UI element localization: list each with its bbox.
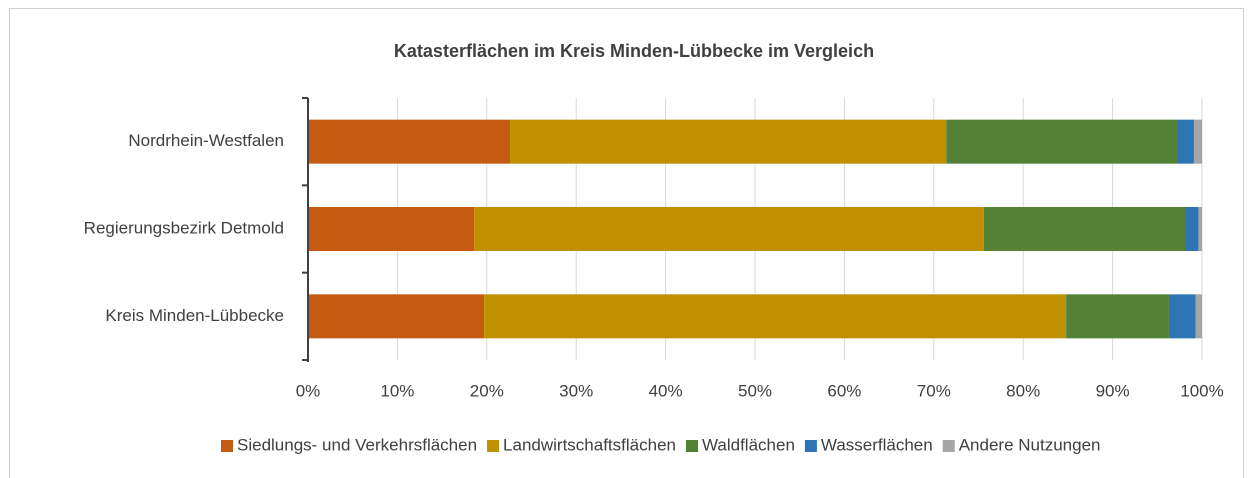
bar-segment: [983, 207, 1186, 251]
y-tick-label: Regierungsbezirk Detmold: [84, 218, 284, 237]
chart-title: Katasterflächen im Kreis Minden-Lübbecke…: [394, 41, 874, 61]
legend-swatch: [487, 440, 500, 452]
legend-swatch: [221, 440, 233, 452]
bar-segment: [1176, 119, 1194, 164]
chart-frame: [9, 8, 1244, 478]
x-tick-label: 50%: [738, 381, 772, 400]
bar-segment: [1198, 207, 1202, 251]
x-tick-label: 0%: [296, 381, 321, 400]
bar-segment: [308, 207, 475, 251]
bar-segment: [1193, 119, 1202, 164]
bar-segment: [308, 294, 485, 339]
x-tick-label: 100%: [1180, 381, 1223, 400]
x-tick-label: 30%: [559, 381, 593, 400]
x-tick-label: 20%: [470, 381, 504, 400]
legend-swatch: [685, 440, 698, 452]
legend-label: Waldflächen: [702, 435, 795, 454]
x-tick-label: 40%: [649, 381, 683, 400]
x-tick-label: 90%: [1096, 381, 1130, 400]
bar-segment: [484, 294, 1067, 339]
bar-segment: [474, 207, 984, 251]
bar-segment: [510, 119, 947, 164]
legend-swatch: [804, 440, 817, 452]
legend-label: Wasserflächen: [821, 435, 933, 454]
x-tick-label: 60%: [827, 381, 861, 400]
y-tick-label: Kreis Minden-Lübbecke: [105, 306, 284, 325]
bar-segment: [1195, 294, 1202, 339]
bar-segment: [308, 119, 511, 164]
x-tick-label: 10%: [380, 381, 414, 400]
x-tick-label: 80%: [1006, 381, 1040, 400]
legend-label: Andere Nutzungen: [959, 435, 1101, 454]
x-tick-label: 70%: [917, 381, 951, 400]
bar-segment: [1066, 294, 1169, 339]
bar-segment: [1168, 294, 1196, 339]
legend-label: Siedlungs- und Verkehrsflächen: [237, 435, 477, 454]
legend-label: Landwirtschaftsflächen: [503, 435, 676, 454]
bar-segment: [946, 119, 1177, 164]
legend-swatch: [942, 440, 955, 452]
bar-segment: [1185, 207, 1199, 251]
y-tick-label: Nordrhein-Westfalen: [128, 131, 284, 150]
